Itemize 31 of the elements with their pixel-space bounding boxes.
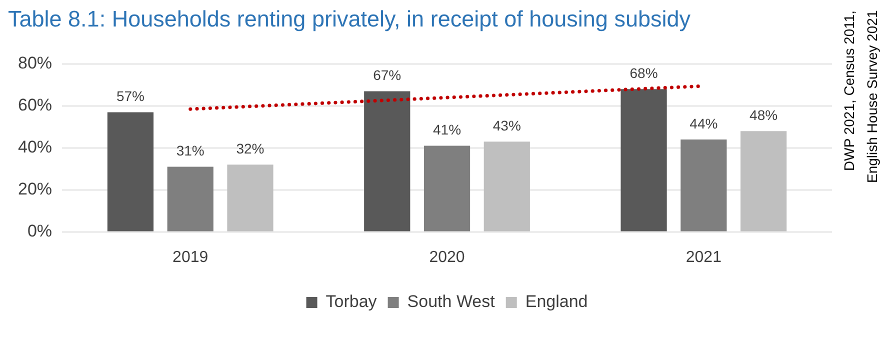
y-tick-label: 60% xyxy=(18,96,52,115)
chart-title: Table 8.1: Households renting privately, in receipt of housing subsidy xyxy=(8,6,692,32)
x-tick-label: 2019 xyxy=(172,248,208,266)
data-label: 32% xyxy=(236,140,264,157)
legend-label: South West xyxy=(407,292,496,312)
legend-label: Torbay xyxy=(326,292,378,312)
data-label: 31% xyxy=(176,142,204,159)
bar xyxy=(227,164,274,232)
y-tick-label: 0% xyxy=(27,221,52,240)
bar xyxy=(620,89,667,232)
bar xyxy=(680,140,727,232)
data-label: 67% xyxy=(373,67,402,84)
y-tick-label: 20% xyxy=(18,180,52,199)
bar xyxy=(167,166,214,232)
data-label: 68% xyxy=(630,65,658,82)
data-label: 44% xyxy=(690,115,718,132)
bar xyxy=(740,131,787,232)
y-tick-label: 80% xyxy=(18,54,52,73)
data-label: 48% xyxy=(750,106,778,123)
bar xyxy=(484,142,530,232)
data-label: 41% xyxy=(432,122,462,138)
text: DWP 2021, Census 2011, English House Survey 2021 xyxy=(840,10,881,185)
data-label: 43% xyxy=(492,117,521,134)
x-tick-label: 2021 xyxy=(686,248,722,266)
bar xyxy=(107,112,154,232)
data-label: 57% xyxy=(116,88,144,104)
y-tick-label: 40% xyxy=(18,138,52,157)
bar xyxy=(364,91,410,232)
x-tick-label: 2020 xyxy=(429,248,465,266)
bar xyxy=(424,146,470,232)
legend-label: England xyxy=(525,292,588,312)
